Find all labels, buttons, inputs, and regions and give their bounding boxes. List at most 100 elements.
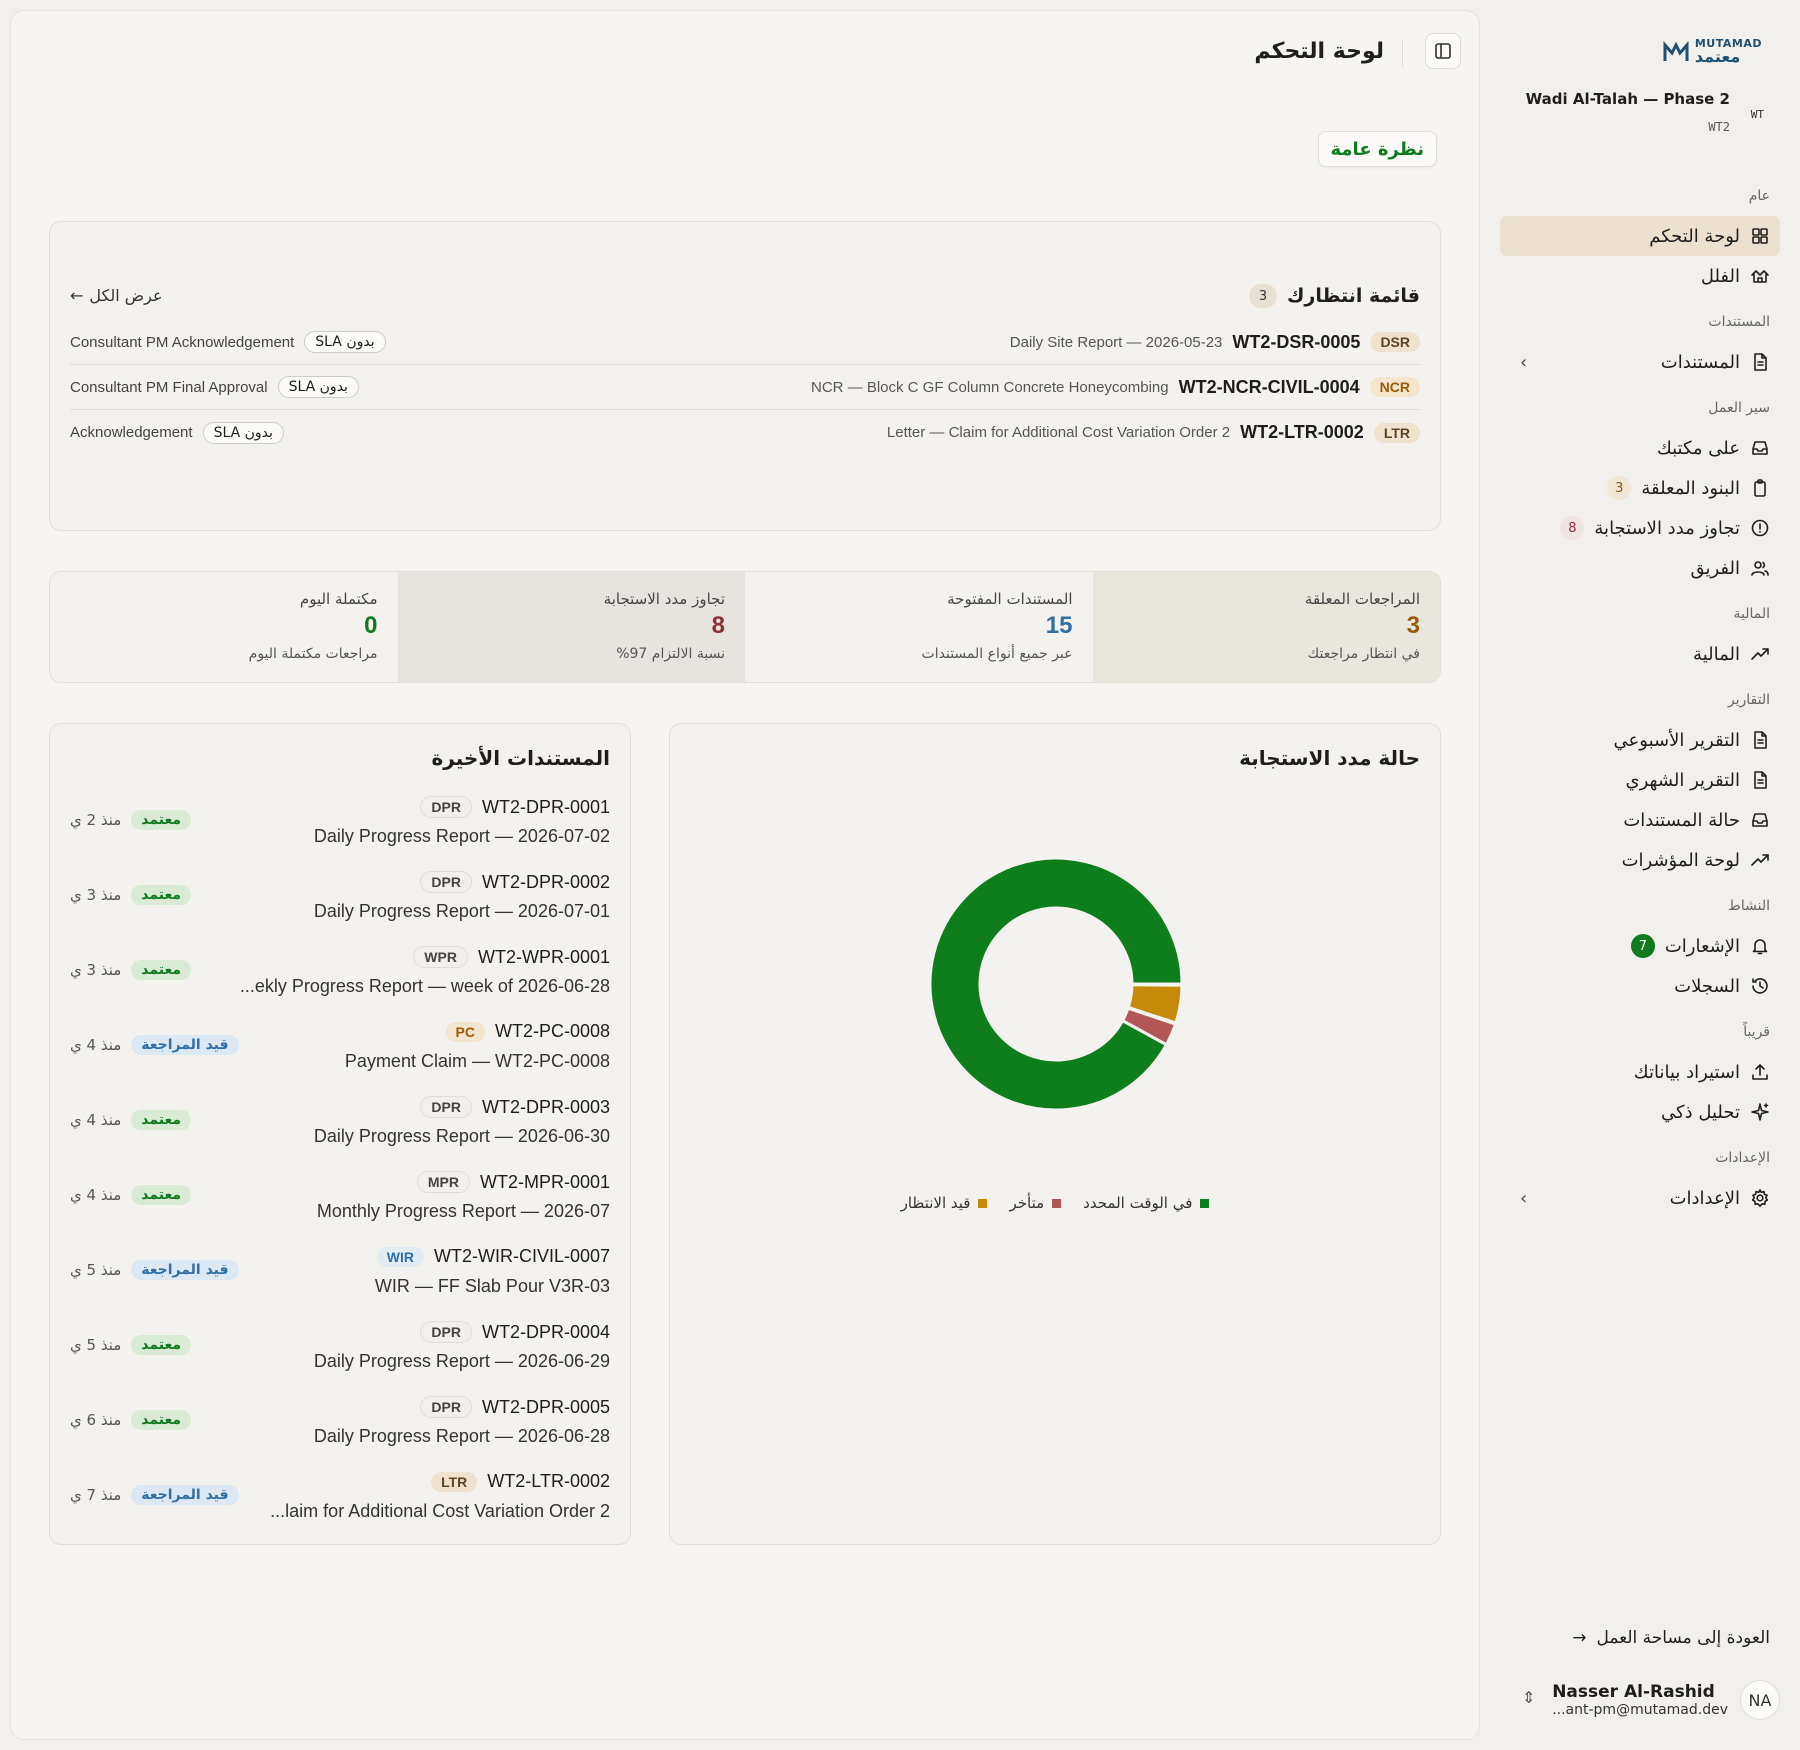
doc-code: WT2-WIR-CIVIL-0007: [433, 1246, 610, 1266]
sidebar-toggle-button[interactable]: [1425, 33, 1461, 69]
legend-item: قيد الانتظار: [901, 1194, 988, 1212]
doc-code: WT2-LTR-0002: [487, 1471, 610, 1491]
list-item[interactable]: WT2-DPR-0004 DPR Daily Progress Report —…: [70, 1317, 610, 1392]
alert-circle-icon: [1750, 518, 1770, 538]
legend-swatch: [978, 1198, 988, 1208]
workflow-step: Consultant PM Final Approval: [70, 378, 268, 396]
history-icon: [1750, 976, 1770, 996]
sidebar-item[interactable]: الإعدادات ›: [1500, 1178, 1780, 1218]
back-to-workspace-link[interactable]: العودة إلى مساحة العمل →: [1572, 1628, 1770, 1648]
sidebar-item[interactable]: السجلات: [1500, 966, 1780, 1006]
page-title: لوحة التحكم: [1254, 39, 1384, 64]
stat-label: تجاوز مدد الاستجابة: [603, 590, 725, 608]
sidebar-item[interactable]: تحليل ذكي: [1500, 1092, 1780, 1132]
stat-value: 3: [1406, 612, 1420, 639]
doc-type-tag: WPR: [413, 946, 468, 968]
sidebar-item-label: تحليل ذكي: [1661, 1101, 1740, 1123]
relative-time: منذ 7 ي: [70, 1486, 122, 1504]
back-to-workspace-label: العودة إلى مساحة العمل: [1596, 1628, 1770, 1648]
relative-time: منذ 4 ي: [70, 1111, 122, 1129]
relative-time: منذ 6 ي: [70, 1411, 122, 1429]
doc-description: Daily Progress Report — 2026-07-02: [313, 826, 610, 846]
project-name[interactable]: Wadi Al-Talah — Phase 2: [1525, 90, 1730, 108]
sla-legend: في الوقت المحدد متأخر قيد الانتظار: [670, 1194, 1440, 1212]
sidebar-item-count-badge: 3: [1607, 476, 1632, 500]
sidebar-item[interactable]: على مكتبك: [1500, 428, 1780, 468]
doc-code: WT2-NCR-CIVIL-0004: [1178, 376, 1360, 397]
sidebar-item[interactable]: المستندات ›: [1500, 342, 1780, 382]
doc-code: WT2-DSR-0005: [1232, 331, 1361, 352]
sidebar-item[interactable]: التقرير الشهري: [1500, 760, 1780, 800]
stat-tile[interactable]: المستندات المفتوحة 15 عبر جميع أنواع الم…: [745, 572, 1093, 682]
status-badge: قيد المراجعة: [131, 1260, 239, 1280]
list-item[interactable]: WT2-WPR-0001 WPR ...ekly Progress Report…: [70, 942, 610, 1017]
trend-icon: [1750, 644, 1770, 664]
stat-subtitle: عبر جميع أنواع المستندات: [921, 646, 1073, 662]
title-divider: [1402, 39, 1403, 67]
queue-row[interactable]: LTR WT2-LTR-0002 Letter — Claim for Addi…: [70, 410, 1420, 455]
sidebar-item[interactable]: لوحة التحكم: [1500, 216, 1780, 256]
stat-tile[interactable]: مكتملة اليوم 0 مراجعات مكتملة اليوم: [50, 572, 398, 682]
nav-section-title: النشاط: [1727, 898, 1770, 914]
sidebar-item-label: الإعدادات: [1669, 1187, 1740, 1209]
list-item[interactable]: WT2-LTR-0002 LTR ...laim for Additional …: [70, 1467, 610, 1542]
gear-icon: [1750, 1188, 1770, 1208]
user-email: ...ant-pm@mutamad.dev: [1552, 1702, 1728, 1718]
view-all-label: عرض الكل: [89, 286, 163, 305]
stat-label: مكتملة اليوم: [299, 590, 378, 608]
list-item[interactable]: WT2-DPR-0003 DPR Daily Progress Report —…: [70, 1092, 610, 1167]
sidebar-item[interactable]: الفلل: [1500, 256, 1780, 296]
list-item[interactable]: WT2-DPR-0005 DPR Daily Progress Report —…: [70, 1392, 610, 1467]
doc-type-tag: WIR: [376, 1246, 424, 1267]
sidebar-item[interactable]: الفريق: [1500, 548, 1780, 588]
sla-status-title: حالة مدد الاستجابة: [1239, 746, 1420, 770]
tab-overview[interactable]: نظرة عامة: [1317, 131, 1437, 167]
recent-documents-title: المستندات الأخيرة: [431, 746, 611, 770]
stat-tile[interactable]: المراجعات المعلقة 3 في انتظار مراجعتك: [1092, 572, 1440, 682]
sidebar-item-label: الفلل: [1700, 265, 1740, 287]
sidebar-item[interactable]: البنود المعلقة 3: [1500, 468, 1780, 508]
view-all-link[interactable]: عرض الكل ←: [70, 286, 162, 305]
sidebar-item[interactable]: لوحة المؤشرات: [1500, 840, 1780, 880]
sidebar-item-label: الفريق: [1690, 557, 1740, 579]
sidebar-item[interactable]: استيراد بياناتك: [1500, 1052, 1780, 1092]
doc-description: Daily Progress Report — 2026-06-28: [313, 1426, 610, 1446]
stat-tile[interactable]: تجاوز مدد الاستجابة 8 نسبة الالتزام 97%: [397, 572, 745, 682]
sla-status-card: حالة مدد الاستجابة في الوقت المحدد متأخر ق…: [669, 723, 1441, 1545]
legend-item: متأخر: [1009, 1194, 1062, 1212]
brand-logo: MUTAMAD معتمد: [1663, 38, 1762, 65]
legend-swatch: [1052, 1198, 1062, 1208]
stat-value: 0: [364, 612, 378, 639]
sidebar-item-label: على مكتبك: [1656, 437, 1740, 459]
nav-section-title: المالية: [1733, 606, 1770, 622]
list-item[interactable]: WT2-DPR-0002 DPR Daily Progress Report —…: [70, 867, 610, 942]
list-item[interactable]: WT2-WIR-CIVIL-0007 WIR WIR — FF Slab Pou…: [70, 1242, 610, 1317]
relative-time: منذ 3 ي: [70, 961, 122, 979]
sidebar-item[interactable]: حالة المستندات: [1500, 800, 1780, 840]
user-menu[interactable]: NA Nasser Al-Rashid ...ant-pm@mutamad.de…: [1510, 1672, 1780, 1728]
list-item[interactable]: WT2-DPR-0001 DPR Daily Progress Report —…: [70, 792, 610, 867]
doc-description: Daily Progress Report — 2026-06-30: [313, 1126, 610, 1146]
queue-row[interactable]: NCR WT2-NCR-CIVIL-0004 NCR — Block C GF …: [70, 365, 1420, 410]
chevron-updown-icon[interactable]: ⇕: [1522, 1688, 1536, 1707]
doc-type-tag: DPR: [420, 1321, 472, 1343]
sidebar-item[interactable]: التقرير الأسبوعي: [1500, 720, 1780, 760]
list-item[interactable]: WT2-PC-0008 PC Payment Claim — WT2-PC-00…: [70, 1017, 610, 1092]
sidebar-item[interactable]: الإشعارات 7: [1500, 926, 1780, 966]
document-icon: [1750, 730, 1770, 750]
workflow-step: Consultant PM Acknowledgement: [70, 333, 295, 351]
doc-description: WIR — FF Slab Pour V3R-03: [374, 1276, 610, 1296]
sidebar-item-label: السجلات: [1674, 975, 1740, 997]
sidebar-item[interactable]: المالية: [1500, 634, 1780, 674]
queue-row[interactable]: DSR WT2-DSR-0005 Daily Site Report — 202…: [70, 320, 1420, 365]
arrow-left-icon: ←: [70, 286, 84, 305]
donut-slice[interactable]: [1120, 1006, 1178, 1047]
document-icon: [1750, 770, 1770, 790]
sidebar-item[interactable]: تجاوز مدد الاستجابة 8: [1500, 508, 1780, 548]
stat-label: المراجعات المعلقة: [1304, 590, 1420, 608]
doc-description: Daily Progress Report — 2026-07-01: [313, 901, 610, 921]
doc-code: WT2-LTR-0002: [1240, 422, 1364, 442]
donut-slice[interactable]: [928, 856, 1184, 1112]
list-item[interactable]: WT2-MPR-0001 MPR Monthly Progress Report…: [70, 1167, 610, 1242]
sidebar-item-label: المستندات: [1660, 351, 1740, 373]
